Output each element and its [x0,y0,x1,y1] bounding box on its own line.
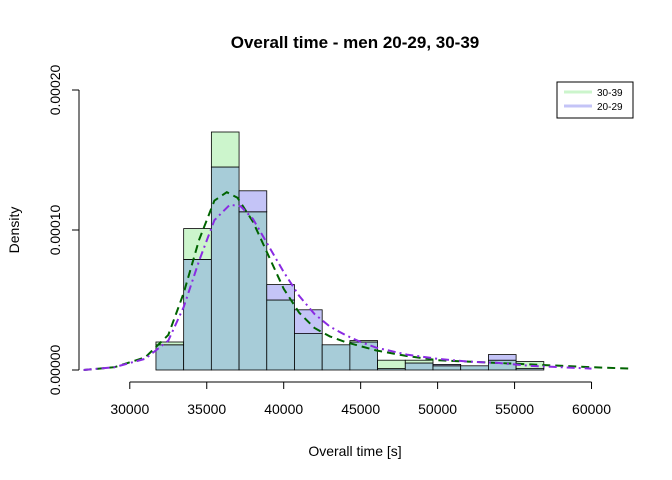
density-curves [83,191,631,371]
legend-label-20-29: 20-29 [597,102,623,113]
bar-overlap-0 [155,344,185,371]
y-tick-label-1: 0.00010 [47,204,63,255]
density-curve-20-29 [83,203,592,371]
bar-excess-12 [488,354,517,361]
legend-label-30-39: 30-39 [597,88,623,99]
bar-excess-2 [210,131,240,168]
bar-overlap-6 [321,344,351,371]
y-tick-label-2: 0.00020 [47,64,63,115]
bar-excess-9 [404,359,434,364]
bar-overlap-11 [460,365,489,371]
bar-overlap-4 [266,299,295,371]
y-tick-label-0: 0.00000 [47,344,63,395]
chart-title: Overall time - men 20-29, 30-39 [231,33,480,52]
bar-excess-10 [432,363,462,367]
y-axis-label: Density [6,207,22,254]
histogram-bars [155,131,545,371]
x-tick-label-4: 50000 [418,401,457,417]
legend-box [556,81,634,119]
x-tick-label-1: 35000 [187,401,226,417]
bar-overlap-5 [294,333,323,371]
bar-excess-1 [183,228,212,260]
bar-overlap-9 [404,362,434,371]
x-tick-label-6: 60000 [572,401,611,417]
x-tick-label-3: 45000 [341,401,380,417]
bar-overlap-2 [210,166,240,371]
bar-excess-3 [238,190,268,213]
x-axis-label: Overall time [s] [308,443,401,459]
bar-excess-7 [349,340,378,343]
bar-excess-8 [377,359,406,370]
x-tick-label-5: 55000 [495,401,534,417]
density-curve-30-39 [83,191,631,371]
legend: 30-39 20-29 [556,81,634,119]
x-tick-label-0: 30000 [110,401,149,417]
bar-excess-4 [266,284,295,301]
bar-overlap-10 [432,365,462,371]
x-tick-label-2: 40000 [264,401,303,417]
axes: 30000 35000 40000 45000 50000 55000 60000 0.000… [47,64,611,417]
bar-overlap-12 [488,359,517,371]
